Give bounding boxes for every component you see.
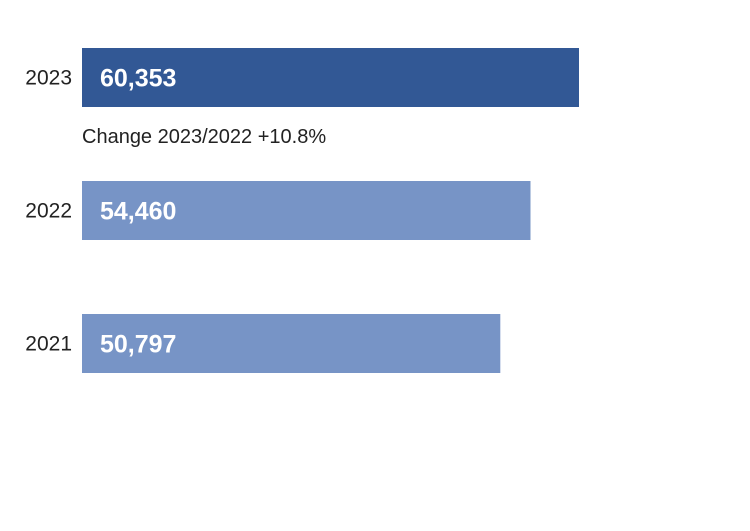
change-annotation: Change 2023/2022 +10.8% — [82, 126, 326, 148]
value-label-2021: 50,797 — [100, 331, 176, 359]
bar-2021 — [82, 314, 501, 373]
category-label-2021: 2021 — [25, 333, 72, 356]
bar-2023 — [82, 48, 579, 107]
value-label-2022: 54,460 — [100, 198, 176, 226]
bar-2022 — [82, 181, 531, 240]
category-label-2022: 2022 — [25, 200, 72, 223]
value-label-2023: 60,353 — [100, 65, 176, 93]
value-labels-group: 60,353 54,460 50,797 — [100, 65, 176, 359]
category-labels-group: 2023 2022 2021 — [25, 67, 72, 356]
category-label-2023: 2023 — [25, 67, 72, 90]
bars-group — [82, 48, 579, 373]
